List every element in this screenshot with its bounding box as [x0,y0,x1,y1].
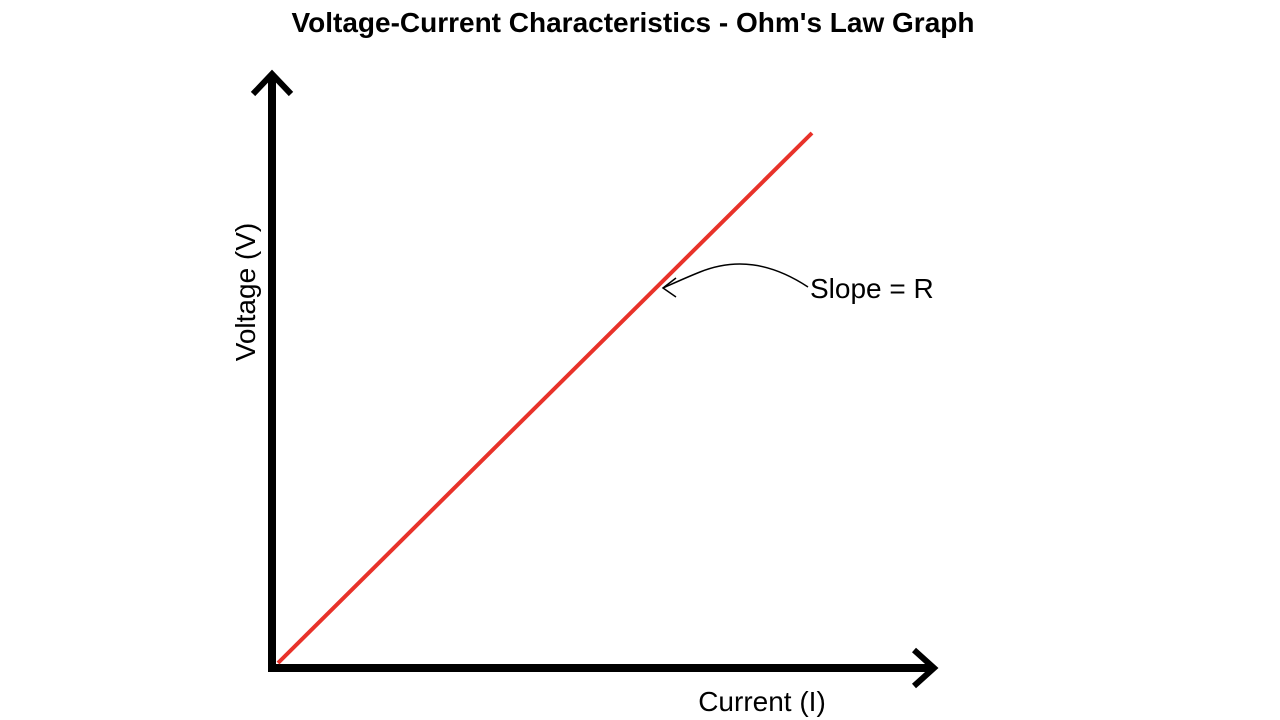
diagram-title: Voltage-Current Characteristics - Ohm's … [292,7,975,38]
slope-annotation: Slope = R [810,273,934,304]
x-axis-arrow [911,647,939,689]
y-axis-arrow [250,69,294,97]
vi-line [276,131,814,665]
annotation-arrow [662,263,809,289]
y-axis-label: Voltage (V) [230,223,261,362]
annotation-arrowhead [661,277,677,298]
x-axis-label: Current (I) [698,686,826,717]
